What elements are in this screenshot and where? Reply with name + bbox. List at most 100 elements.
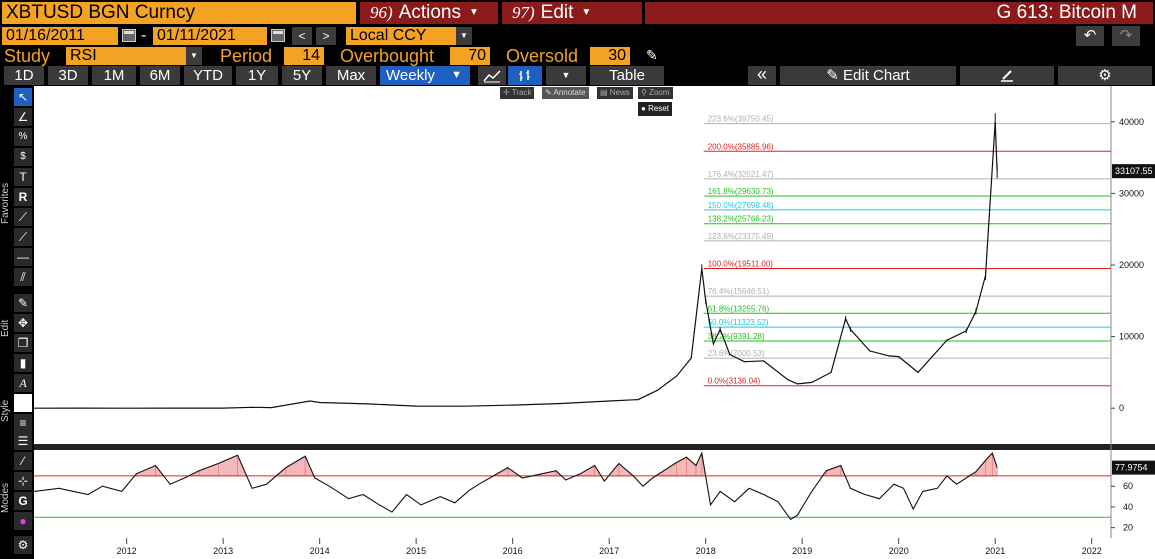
settings-gear-icon[interactable]: ⚙ [14, 536, 32, 554]
line-weight-icon[interactable]: ≡ [14, 414, 32, 432]
time-tick-label: 2016 [503, 546, 523, 556]
date-separator: - [141, 27, 147, 44]
palette-icon[interactable]: ● [14, 512, 32, 530]
time-tick-label: 2012 [117, 546, 137, 556]
time-tick-label: 2021 [985, 546, 1005, 556]
actions-menu-button[interactable]: 96) Actions ▼ [360, 2, 498, 24]
edit-section-label: Edit [0, 319, 11, 337]
calendar-icon[interactable] [271, 29, 285, 42]
period-label: Period [220, 46, 273, 66]
range-5y-button[interactable]: 5Y [282, 66, 322, 85]
collapse-panel-icon[interactable]: « [748, 65, 776, 85]
range-1d-button[interactable]: 1D [4, 66, 44, 85]
range-1y-button[interactable]: 1Y [236, 66, 278, 85]
price-tick-label: 0 [1119, 403, 1124, 413]
range-ytd-button[interactable]: YTD [184, 66, 232, 85]
line-draw-icon[interactable]: ∠ [14, 108, 32, 126]
fib-level-label: 123.6%(23375.49) [708, 232, 774, 241]
price-tick-label: 40000 [1119, 117, 1144, 127]
time-tick-label: 2020 [889, 546, 909, 556]
start-date-field[interactable]: 01/16/2011 [2, 27, 118, 45]
chart-toolbar: 1D 3D 1M 6M YTD 1Y 5Y Max Weekly ▼ ▼ Tabl… [0, 65, 1155, 86]
left-toolbar: Favorites Edit Style Modes ↖ ∠ % $ T R ⟋… [0, 86, 34, 559]
font-icon[interactable]: A [14, 374, 32, 392]
price-chart[interactable]: 0.0%(3136.04) 23.6%(7000.53) 38.2%(9391.28… [34, 86, 1155, 559]
percent-icon[interactable]: % [14, 128, 32, 146]
time-tick-label: 2022 [1082, 546, 1102, 556]
study-select[interactable]: RSI [66, 47, 186, 65]
annotation-edit-icon[interactable] [960, 66, 1054, 85]
chevron-down-icon[interactable]: ▼ [546, 66, 586, 85]
pointer-icon[interactable]: ↖ [14, 88, 32, 106]
price-tick-label: 10000 [1119, 332, 1144, 342]
line-chart-icon[interactable] [478, 66, 506, 85]
text-icon[interactable]: T [14, 168, 32, 186]
overbought-label: Overbought [340, 46, 435, 66]
horizontal-line-icon[interactable]: — [14, 248, 32, 266]
calendar-icon[interactable] [122, 29, 136, 42]
retracement-icon[interactable]: R [14, 188, 32, 206]
fib-level-label: 50.0%(11323.52) [708, 318, 769, 327]
channel-icon[interactable]: ⫽ [14, 268, 32, 286]
edit-menu-button[interactable]: 97) Edit ▼ [502, 2, 642, 24]
edit-chart-label: Edit Chart [843, 67, 910, 84]
fib-level-label: 76.4%(15646.51) [708, 287, 770, 296]
overbought-field[interactable]: 70 [450, 47, 490, 65]
price-tick-label: 30000 [1119, 188, 1144, 198]
ray-icon[interactable]: ⟋ [14, 228, 32, 246]
panel-divider[interactable] [34, 444, 1155, 450]
rsi-line [34, 451, 998, 521]
gear-icon[interactable]: ⚙ [1058, 66, 1152, 85]
oversold-field[interactable]: 30 [590, 47, 630, 65]
last-price-label: 33107.55 [1115, 166, 1153, 176]
chevron-down-icon[interactable]: ▼ [456, 27, 472, 45]
zoom-mode-chip[interactable]: ⚲ Zoom [638, 87, 673, 99]
style-section-label: Style [0, 399, 11, 423]
end-date-field[interactable]: 01/11/2021 [153, 27, 267, 45]
chevron-down-icon[interactable]: ▼ [186, 47, 202, 65]
last-price-box [1112, 164, 1155, 179]
range-6m-button[interactable]: 6M [140, 66, 180, 85]
time-axis-panel [34, 538, 1155, 559]
line-style-icon[interactable]: ☰ [14, 432, 32, 450]
trendline-icon[interactable]: ⟋ [14, 208, 32, 226]
undo-icon[interactable]: ↶ [1076, 26, 1104, 46]
trash-icon[interactable]: ▮ [14, 354, 32, 372]
edit-label: Edit [540, 2, 574, 24]
reset-button[interactable]: ● Reset [638, 102, 672, 116]
crosshair-icon[interactable]: ⁄ [14, 452, 32, 470]
annotate-mode-chip[interactable]: ✎ Annotate [542, 87, 589, 99]
rsi-tick-label: 20 [1123, 523, 1133, 533]
pencil-icon: ✎ [826, 67, 839, 84]
track-mode-icon[interactable]: ⊹ [14, 472, 32, 490]
color-swatch-icon[interactable] [14, 394, 32, 412]
period-field[interactable]: 14 [284, 47, 324, 65]
edit-chart-button[interactable]: ✎ Edit Chart [780, 66, 956, 85]
page-title: G 613: Bitcoin M [645, 2, 1153, 24]
track-label: Track [511, 88, 532, 97]
news-mode-chip[interactable]: ▤ News [597, 87, 633, 99]
copy-icon[interactable]: ❐ [14, 334, 32, 352]
range-max-button[interactable]: Max [326, 66, 376, 85]
move-icon[interactable]: ✥ [14, 314, 32, 332]
redo-icon[interactable]: ↷ [1112, 26, 1140, 46]
track-mode-chip[interactable]: ✛ Track [500, 87, 535, 99]
currency-select[interactable]: Local CCY [346, 27, 456, 45]
pen-icon[interactable]: ✎ [14, 294, 32, 312]
next-arrow-icon[interactable]: > [316, 27, 336, 45]
frequency-select[interactable]: Weekly ▼ [380, 66, 470, 85]
table-button[interactable]: Table [590, 66, 664, 85]
previous-arrow-icon[interactable]: < [292, 27, 312, 45]
chevron-down-icon: ▼ [451, 69, 462, 81]
cycle-icon[interactable]: G [14, 492, 32, 510]
reset-label: Reset [648, 104, 669, 113]
security-ticker[interactable]: XBTUSD BGN Curncy [2, 2, 356, 24]
pencil-icon[interactable]: ✎ [646, 47, 658, 63]
rsi-panel [34, 450, 1111, 538]
range-1m-button[interactable]: 1M [92, 66, 136, 85]
fib-level-label: 161.8%(29630.73) [708, 187, 774, 196]
dollar-icon[interactable]: $ [14, 148, 32, 166]
bar-chart-icon[interactable] [508, 66, 542, 85]
fib-level-label: 200.0%(35885.96) [708, 142, 774, 151]
range-3d-button[interactable]: 3D [48, 66, 88, 85]
